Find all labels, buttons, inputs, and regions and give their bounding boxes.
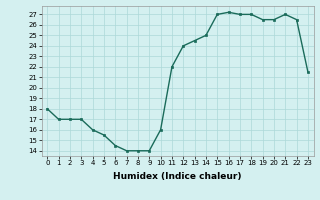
X-axis label: Humidex (Indice chaleur): Humidex (Indice chaleur)	[113, 172, 242, 181]
